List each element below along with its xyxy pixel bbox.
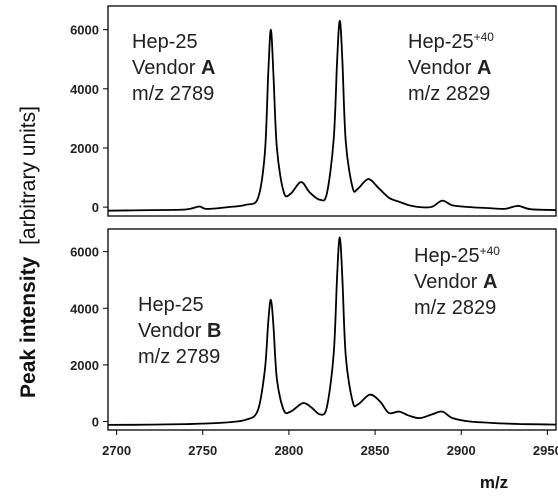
y-axis-label: Peak intensity [arbitrary units] <box>17 106 40 398</box>
annotation-line: Hep-25 <box>138 294 204 316</box>
spectrum-line <box>107 19 557 212</box>
x-tick-label: 2800 <box>274 443 303 458</box>
y-axis-label-units: [arbitrary units] <box>17 106 40 245</box>
annotation-line: Vendor A <box>132 57 215 79</box>
x-tick-label: 2750 <box>188 443 217 458</box>
x-tick-label: 2700 <box>102 443 131 458</box>
y-tick-label: 0 <box>92 415 99 430</box>
annotation-line: Hep-25+40 <box>408 30 494 53</box>
annotation-line: m/z 2829 <box>414 297 496 319</box>
y-axis-label-bold: Peak intensity <box>17 256 40 398</box>
x-axis: 2700 2750 2800 2850 2900 2950 <box>102 430 558 458</box>
bottom-panel: 0 2000 4000 6000 Hep-25 Vendor B m/z 2789 Hep-2… <box>70 228 557 431</box>
y-tick-label: 6000 <box>70 245 99 260</box>
x-axis-label: m/z <box>480 473 508 492</box>
annotation-line: Hep-25+40 <box>414 244 500 267</box>
annotation-line: m/z 2829 <box>408 83 490 105</box>
annotation-line: Vendor A <box>414 271 497 293</box>
plot-frame <box>107 228 557 431</box>
y-tick-label: 4000 <box>70 82 99 97</box>
y-tick-label: 2000 <box>70 358 99 373</box>
spectrum-line <box>107 236 557 426</box>
y-tick-label: 6000 <box>70 23 99 38</box>
y-tick-label: 0 <box>92 200 99 215</box>
x-tick-label: 2850 <box>361 443 390 458</box>
annotation-line: m/z 2789 <box>138 346 220 368</box>
annotation-line: Vendor B <box>138 320 221 342</box>
annotation-line: m/z 2789 <box>132 83 214 105</box>
x-tick-label: 2900 <box>447 443 476 458</box>
y-tick-label: 2000 <box>70 141 99 156</box>
y-tick-label: 4000 <box>70 301 99 316</box>
plot-frame <box>107 5 557 217</box>
annotation-line: Vendor A <box>408 57 491 79</box>
annotation-line: Hep-25 <box>132 31 198 53</box>
x-tick-label: 2950 <box>533 443 558 458</box>
top-panel: 0 2000 4000 6000 Hep-25 Vendor A m/z 2789 Hep-2… <box>70 5 557 217</box>
